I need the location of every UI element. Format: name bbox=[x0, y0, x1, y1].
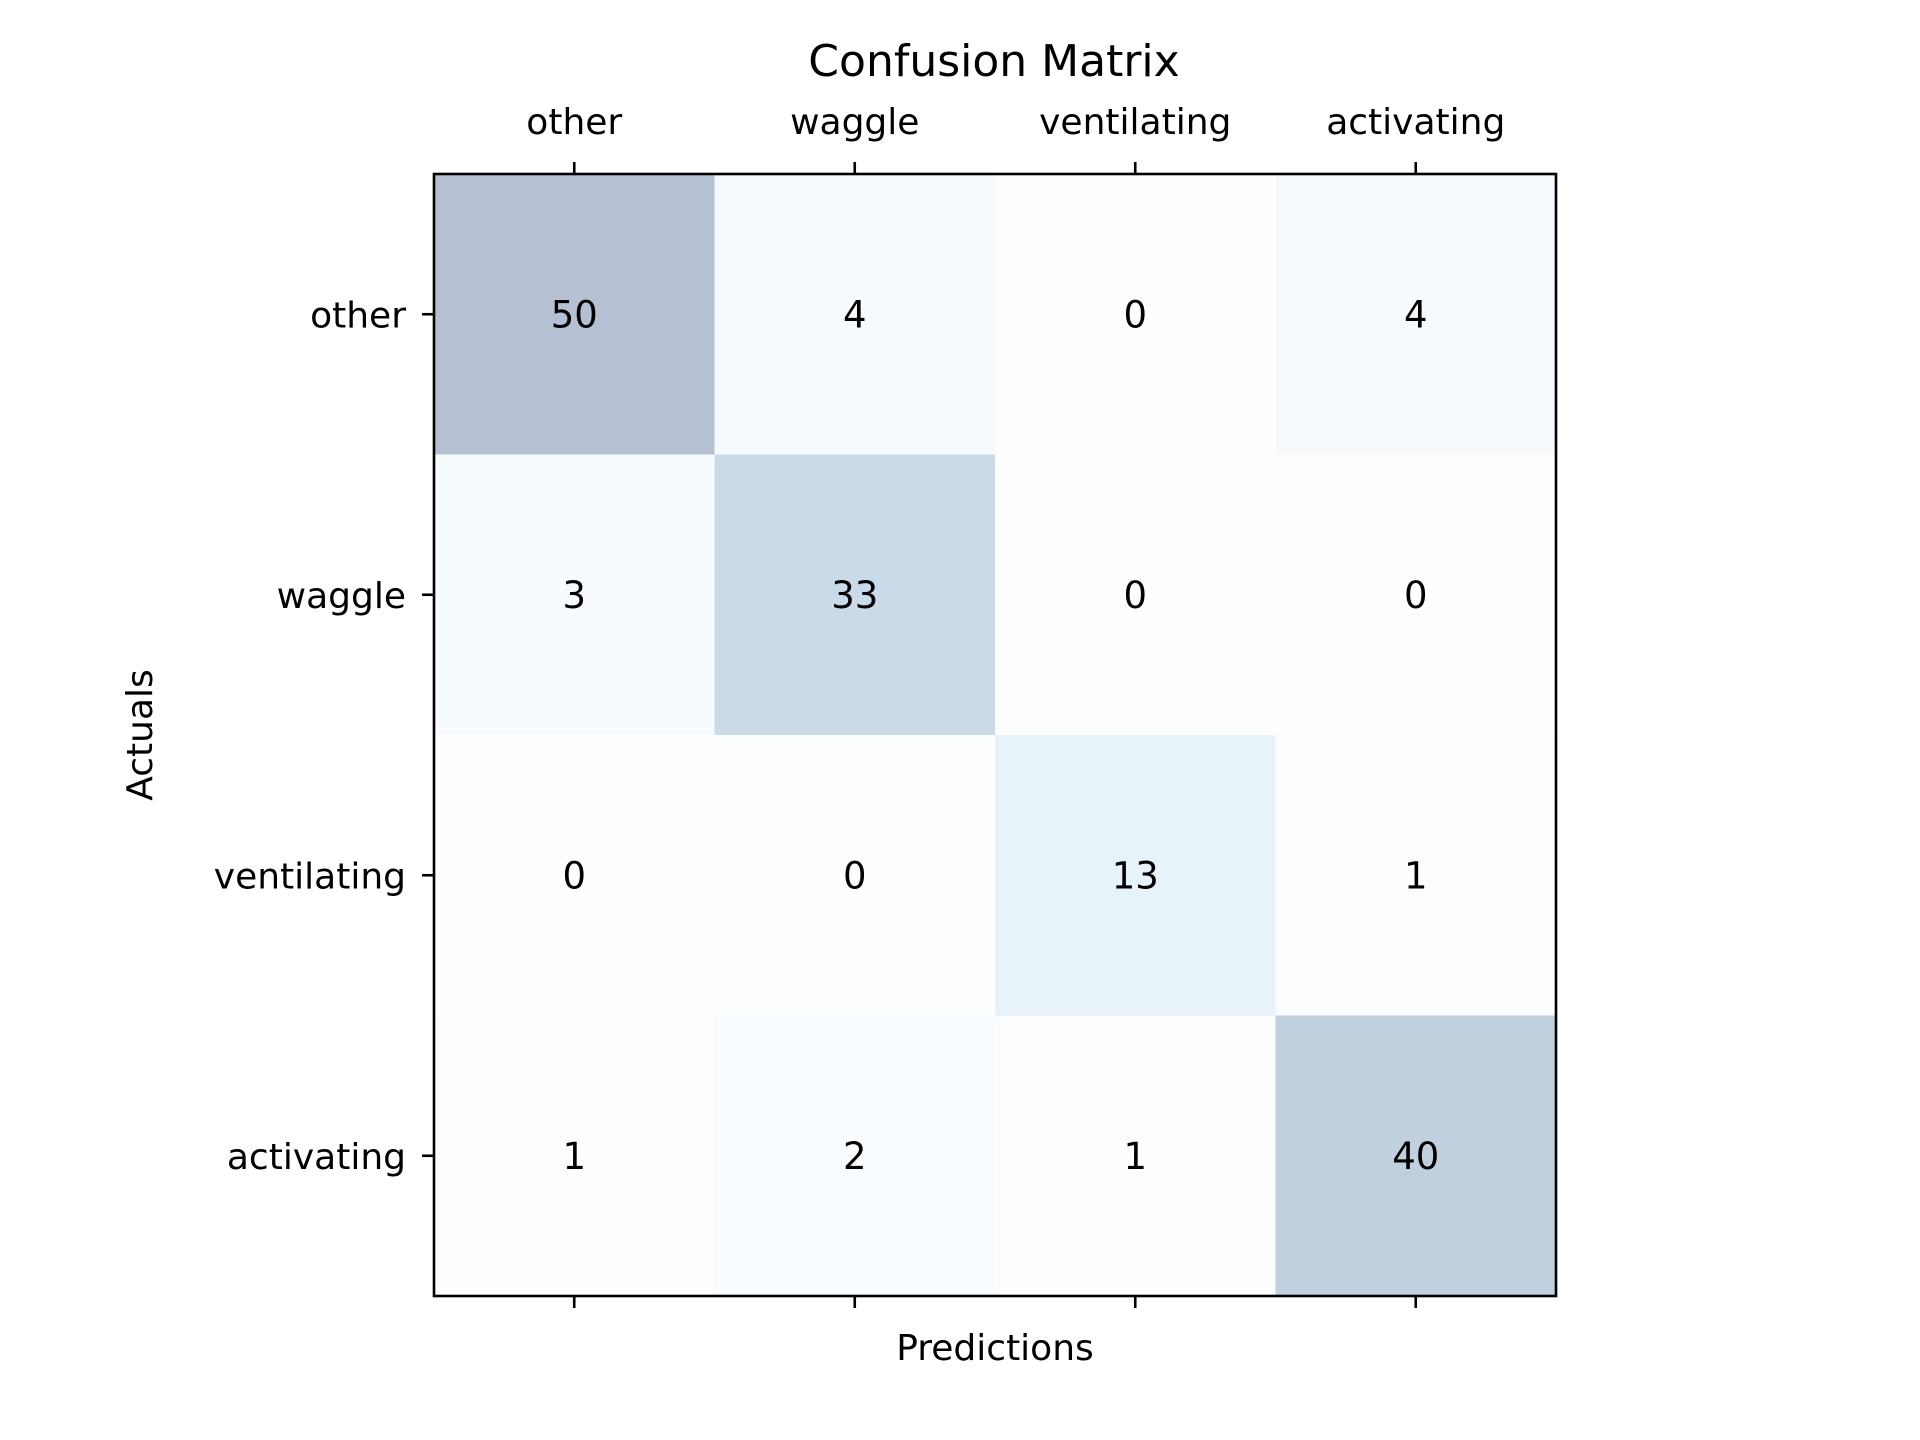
cell-value-label: 1 bbox=[1123, 1135, 1147, 1178]
cell-value-label: 0 bbox=[1404, 574, 1428, 617]
heatmap-cell-waggle-activating bbox=[1275, 454, 1557, 736]
cell-value-label: 0 bbox=[843, 854, 867, 897]
y-tick-label: ventilating bbox=[214, 856, 406, 897]
heatmap-cell-ventilating-other bbox=[434, 735, 715, 1016]
heatmap-cell-waggle-ventilating bbox=[995, 454, 1276, 736]
y-axis-label: Actuals bbox=[120, 669, 161, 801]
heatmap-cell-ventilating-waggle bbox=[714, 735, 996, 1016]
cell-value-label: 33 bbox=[831, 574, 878, 617]
heatmap-cell-waggle-other bbox=[434, 454, 715, 736]
x-tick-label: activating bbox=[1326, 102, 1505, 143]
heatmap-cell-activating-activating bbox=[1275, 1015, 1557, 1297]
cell-value-label: 3 bbox=[562, 574, 586, 617]
cell-value-label: 13 bbox=[1112, 854, 1159, 897]
y-tick-label: waggle bbox=[277, 576, 406, 617]
x-axis-label: Predictions bbox=[896, 1328, 1094, 1369]
y-axis-ticks: other waggle ventilating activating bbox=[214, 295, 434, 1178]
heatmap-cell-ventilating-ventilating bbox=[995, 735, 1276, 1016]
heatmap-cell-other-other bbox=[434, 174, 715, 455]
heatmap-cell-activating-waggle bbox=[714, 1015, 996, 1297]
heatmap-cell-activating-ventilating bbox=[995, 1015, 1276, 1297]
heatmap-cell-ventilating-activating bbox=[1275, 735, 1557, 1016]
cell-value-label: 1 bbox=[562, 1135, 586, 1178]
x-tick-label: ventilating bbox=[1039, 102, 1231, 143]
y-tick-label: activating bbox=[227, 1137, 406, 1178]
x-tick-label: other bbox=[526, 102, 622, 143]
heatmap-cell-activating-other bbox=[434, 1015, 715, 1297]
cell-value-label: 40 bbox=[1392, 1135, 1439, 1178]
x-axis-ticks: other waggle ventilating activating bbox=[526, 102, 1505, 1308]
y-tick-label: other bbox=[310, 295, 406, 336]
cell-value-label: 0 bbox=[562, 854, 586, 897]
heatmap-cell-labels: 50 4 0 43 33 0 00 0 13 11 2 1 40 bbox=[551, 293, 1440, 1178]
cell-value-label: 0 bbox=[1123, 574, 1147, 617]
x-tick-label: waggle bbox=[790, 102, 919, 143]
cell-value-label: 1 bbox=[1404, 854, 1428, 897]
cell-value-label: 4 bbox=[1404, 293, 1428, 336]
heatmap-cells bbox=[434, 174, 1557, 1297]
heatmap-cell-other-waggle bbox=[714, 174, 996, 455]
plot-frame bbox=[432, 172, 1558, 1298]
cell-value-label: 0 bbox=[1123, 293, 1147, 336]
heatmap-cell-other-activating bbox=[1275, 174, 1557, 455]
chart-title: Confusion Matrix bbox=[808, 36, 1179, 87]
cell-value-label: 2 bbox=[843, 1135, 867, 1178]
heatmap-cell-other-ventilating bbox=[995, 174, 1276, 455]
heatmap-cell-waggle-waggle bbox=[714, 454, 996, 736]
cell-value-label: 4 bbox=[843, 293, 867, 336]
cell-value-label: 50 bbox=[551, 293, 598, 336]
